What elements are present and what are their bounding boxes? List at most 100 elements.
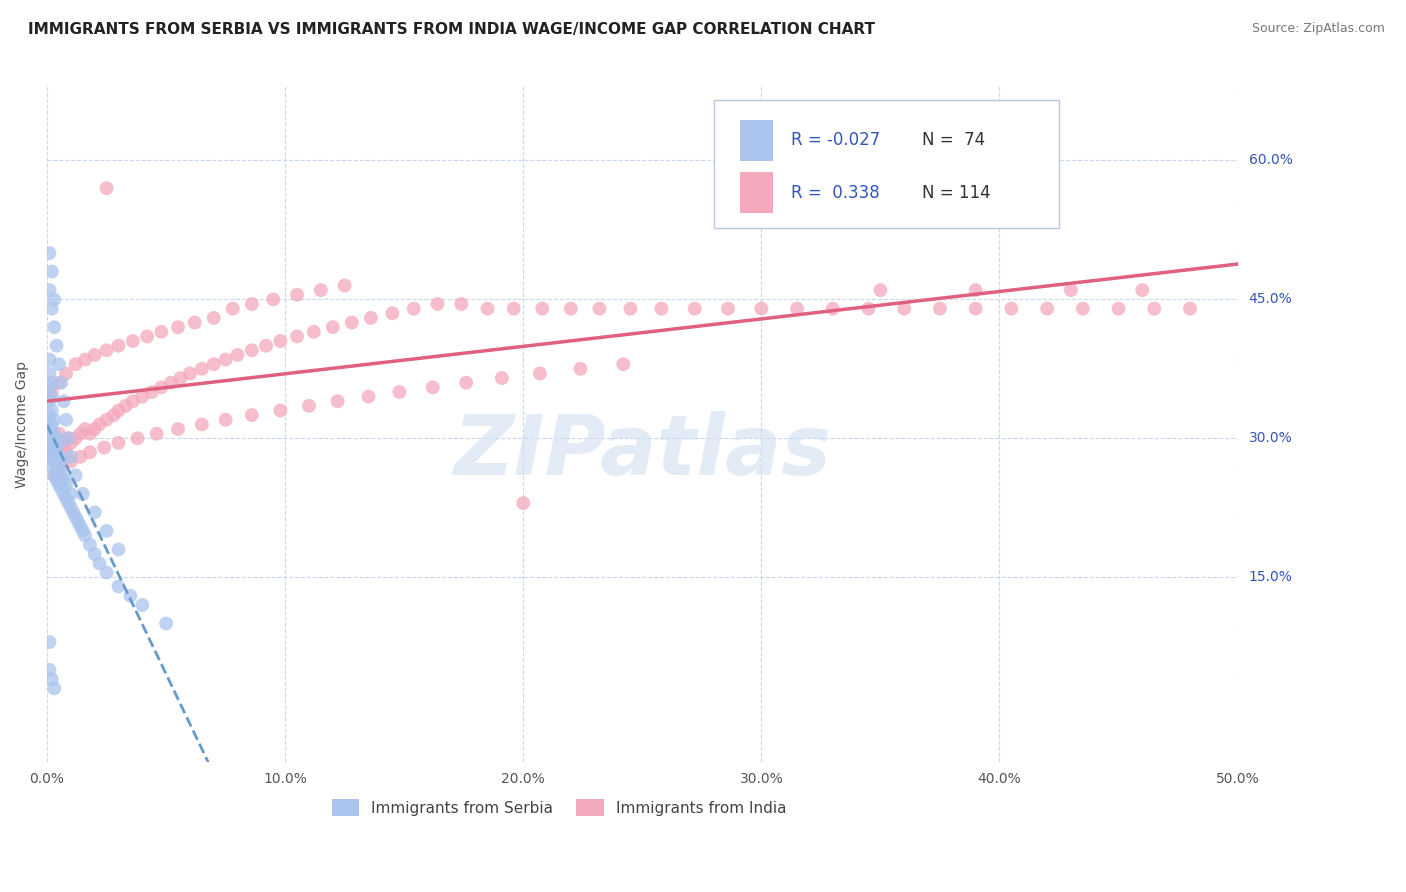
Point (52, 487, 75, 501)
Point (44, 426, 66, 441)
Point (1108, 301, 1130, 316)
Point (214, 352, 236, 367)
Point (51, 459, 73, 474)
Text: 15.0%: 15.0% (1249, 570, 1292, 584)
Point (59, 450, 82, 464)
Point (858, 301, 880, 316)
Point (1071, 301, 1094, 316)
Point (45, 431, 67, 445)
Point (58, 431, 80, 445)
Point (69, 519, 91, 533)
Point (569, 361, 592, 376)
Point (131, 390, 153, 404)
Point (426, 297, 449, 311)
Point (38, 352, 60, 367)
Point (145, 426, 167, 441)
Point (83, 505, 105, 519)
Point (59, 436, 82, 450)
Point (44, 293, 66, 307)
Point (48, 436, 70, 450)
Point (41, 445, 63, 459)
Point (59, 500, 82, 515)
FancyBboxPatch shape (740, 120, 773, 161)
Point (491, 371, 513, 385)
Point (285, 329, 308, 343)
Point (52, 394, 75, 409)
Point (51, 436, 73, 450)
Point (191, 361, 214, 376)
Text: 60.0%: 60.0% (1249, 153, 1292, 168)
Point (340, 316, 363, 330)
Point (502, 301, 524, 316)
Point (167, 422, 190, 436)
Point (38, 283, 60, 297)
Point (96, 524, 118, 538)
Point (41, 301, 63, 316)
Point (240, 297, 263, 311)
FancyBboxPatch shape (714, 100, 1059, 228)
Point (38, 367, 60, 381)
Point (786, 301, 808, 316)
Point (560, 301, 582, 316)
Point (222, 301, 245, 316)
Text: N =  74: N = 74 (922, 131, 986, 150)
Text: Source: ZipAtlas.com: Source: ZipAtlas.com (1251, 22, 1385, 36)
Point (45, 473, 67, 487)
Point (51, 454, 73, 468)
Point (477, 301, 499, 316)
Point (48, 450, 70, 464)
Point (55, 367, 77, 381)
Point (1036, 301, 1059, 316)
Point (59, 454, 82, 468)
Text: N = 114: N = 114 (922, 184, 991, 202)
Point (650, 301, 672, 316)
Point (512, 496, 534, 510)
Point (121, 334, 143, 348)
Point (107, 579, 129, 593)
Point (683, 301, 706, 316)
Point (65, 510, 87, 524)
Point (965, 301, 987, 316)
Point (41, 672, 63, 686)
Point (191, 417, 214, 432)
Point (58, 496, 80, 510)
Point (48, 376, 70, 390)
Point (55, 477, 77, 491)
Point (240, 343, 263, 358)
Point (38, 635, 60, 649)
Point (456, 376, 478, 390)
Point (41, 441, 63, 455)
Text: R = -0.027: R = -0.027 (792, 131, 880, 150)
Point (1143, 301, 1166, 316)
Point (360, 310, 382, 325)
Point (131, 598, 153, 612)
Point (48, 477, 70, 491)
Point (69, 426, 91, 441)
Point (381, 306, 404, 320)
Text: 45.0%: 45.0% (1249, 293, 1292, 306)
FancyBboxPatch shape (740, 172, 773, 213)
Point (44, 441, 66, 455)
Point (55, 491, 77, 506)
Point (929, 301, 952, 316)
Point (202, 357, 225, 371)
Point (44, 468, 66, 483)
Point (41, 376, 63, 390)
Point (298, 399, 321, 413)
Point (96, 566, 118, 580)
Point (183, 316, 205, 330)
Point (240, 408, 263, 422)
Point (103, 408, 125, 422)
Point (254, 339, 277, 353)
Point (214, 413, 236, 427)
Point (120, 589, 142, 603)
Point (75, 528, 97, 542)
Point (59, 487, 82, 501)
Point (322, 320, 344, 334)
Point (79, 538, 101, 552)
Point (65, 431, 87, 445)
Point (38, 450, 60, 464)
Point (1130, 283, 1153, 297)
Point (450, 297, 472, 311)
Text: R =  0.338: R = 0.338 (792, 184, 880, 202)
